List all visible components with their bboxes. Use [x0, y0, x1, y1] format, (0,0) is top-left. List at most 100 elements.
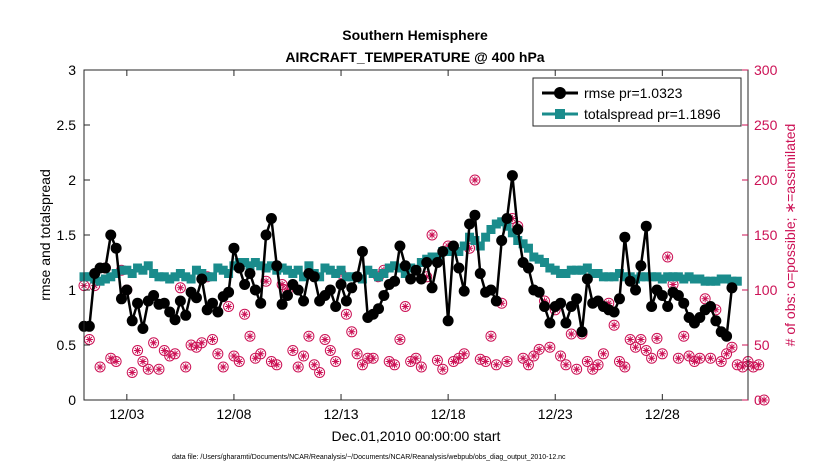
obs-count-point [753, 359, 765, 371]
obs-assimilated-marker [390, 361, 399, 369]
totalspread-point [604, 272, 614, 282]
obs-assimilated-marker [562, 361, 570, 369]
obs-possible-marker [630, 341, 642, 353]
obs-assimilated-marker [615, 357, 624, 366]
rmse-point [672, 290, 684, 301]
rmse-point [132, 297, 144, 309]
obs-possible-marker [126, 367, 138, 378]
rmse-point [115, 293, 127, 305]
obs-possible-marker [608, 319, 620, 331]
totalspread-point [368, 269, 378, 278]
obs-possible-marker [239, 308, 251, 320]
totalspread-point [331, 269, 341, 278]
totalspread-point [711, 276, 721, 286]
obs-possible-marker [485, 330, 497, 342]
rmse-point [431, 257, 443, 268]
obs-possible-marker [148, 337, 160, 349]
obs-possible-marker [651, 332, 663, 344]
totalspread-point [390, 261, 400, 271]
obs-assimilated-marker [305, 332, 313, 340]
obs-count-point [271, 359, 283, 371]
rmse-point [190, 292, 202, 304]
obs-possible-marker [694, 352, 706, 364]
obs-assimilated-marker [262, 277, 270, 285]
y-axis-label-left: rmse and totalspread [37, 169, 53, 301]
obs-possible-marker [592, 359, 604, 371]
obs-assimilated-marker [192, 343, 201, 351]
y-left-tick-label: 0 [68, 392, 76, 408]
obs-possible-marker [356, 359, 368, 371]
obs-assimilated-marker [680, 332, 688, 340]
obs-count-point [217, 361, 229, 373]
rmse-point [442, 315, 454, 327]
rmse-point [544, 317, 556, 329]
obs-assimilated-marker [637, 335, 645, 344]
obs-count-point [367, 352, 379, 364]
obs-count-point [630, 341, 642, 353]
rmse-point [110, 242, 122, 254]
obs-possible-marker [212, 348, 224, 360]
totalspread-point [631, 274, 641, 284]
obs-count-point [314, 367, 326, 378]
obs-possible-marker [758, 394, 770, 406]
obs-assimilated-marker [685, 352, 693, 360]
totalspread-point [577, 265, 587, 275]
totalspread-point [357, 274, 367, 284]
obs-count-point [619, 361, 631, 373]
totalspread-point [218, 265, 228, 275]
rmse-point [244, 268, 256, 279]
totalspread-point [679, 274, 689, 284]
obs-possible-marker [399, 301, 411, 312]
totalspread-point [379, 269, 389, 278]
rmse-point [324, 284, 336, 296]
obs-assimilated-marker [653, 334, 661, 342]
totalspread-point [684, 272, 694, 282]
totalspread-point [165, 274, 175, 284]
totalspread-point [598, 272, 608, 282]
rmse-point [458, 285, 470, 297]
totalspread-point [475, 241, 485, 251]
totalspread-point [261, 263, 271, 273]
obs-count-point [544, 341, 556, 353]
obs-possible-marker [340, 308, 352, 320]
obs-assimilated-marker [332, 357, 340, 366]
obs-possible-marker [180, 361, 192, 373]
totalspread-point [288, 269, 298, 278]
obs-assimilated-marker [417, 363, 425, 371]
obs-possible-marker [319, 334, 331, 345]
rmse-point [613, 293, 625, 305]
obs-possible-marker [528, 350, 540, 362]
rmse-point [533, 286, 545, 298]
obs-possible-marker [271, 359, 283, 371]
obs-assimilated-marker [342, 310, 350, 318]
obs-assimilated-marker [540, 297, 549, 305]
y-left-tick-label: 0.5 [57, 337, 77, 353]
obs-possible-marker [522, 359, 534, 371]
legend-spread-label: totalspread pr=1.1896 [584, 106, 721, 122]
totalspread-point [481, 232, 491, 242]
rmse-point [346, 282, 358, 294]
totalspread-point [116, 265, 126, 275]
y-left-tick-label: 2 [68, 172, 76, 188]
rmse-point [105, 229, 117, 241]
obs-assimilated-marker [219, 363, 227, 371]
obs-assimilated-marker [241, 310, 249, 318]
obs-possible-marker [244, 330, 256, 342]
obs-assimilated-marker [289, 346, 297, 355]
obs-assimilated-marker [605, 299, 613, 307]
totalspread-point [100, 274, 110, 284]
obs-possible-marker [458, 348, 470, 360]
obs-assimilated-marker [701, 295, 709, 303]
totalspread-point [202, 272, 212, 282]
rmse-point [83, 320, 95, 332]
obs-possible-marker [153, 363, 165, 375]
obs-assimilated-marker [166, 352, 174, 360]
obs-possible-marker [196, 337, 208, 349]
obs-assimilated-marker [208, 335, 217, 344]
obs-count-point [110, 356, 122, 367]
rmse-point [485, 284, 497, 296]
totalspread-point [406, 263, 416, 273]
obs-count-point [480, 356, 492, 367]
obs-count-point [533, 343, 545, 355]
obs-possible-marker [555, 350, 567, 362]
